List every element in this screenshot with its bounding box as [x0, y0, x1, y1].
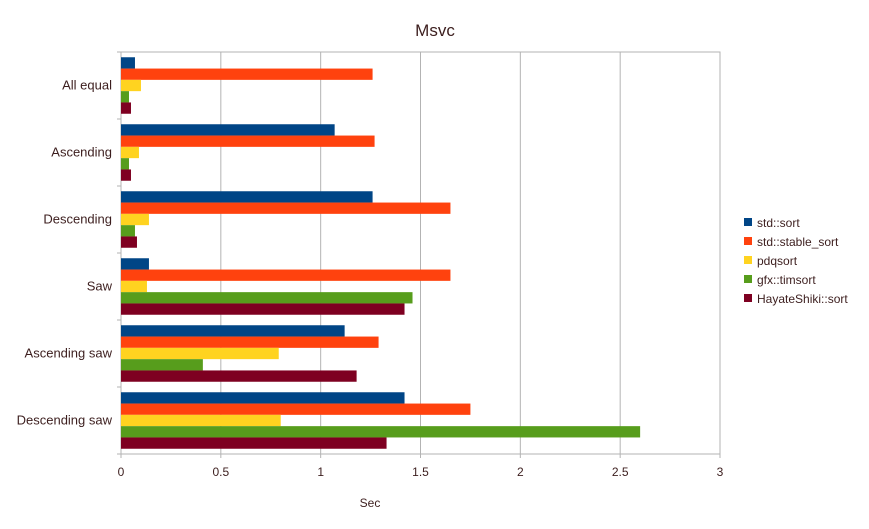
- legend-swatch: [744, 218, 752, 226]
- bar: [121, 102, 131, 114]
- gridlines: [117, 51, 721, 458]
- bar: [121, 414, 281, 427]
- bar: [121, 213, 149, 226]
- category-label: All equal: [62, 78, 112, 93]
- category-label: Saw: [87, 279, 113, 294]
- legend: std::sortstd::stable_sortpdqsortgfx::tim…: [744, 216, 848, 306]
- bar: [121, 280, 147, 293]
- bar: [121, 370, 357, 382]
- legend-swatch: [744, 256, 752, 264]
- category-label: Ascending: [51, 145, 112, 160]
- x-tick-labels: 0 0.5 1 1.5 2 2.5 3: [118, 465, 724, 479]
- bar: [121, 292, 413, 304]
- legend-label: pdqsort: [757, 254, 798, 268]
- category-label: Descending saw: [17, 413, 113, 428]
- x-tick-label: 3: [717, 465, 724, 479]
- legend-swatch: [744, 275, 752, 283]
- bar: [121, 158, 129, 170]
- legend-label: std::sort: [757, 216, 800, 230]
- bar: [121, 336, 379, 348]
- bar: [121, 359, 203, 371]
- bar: [121, 269, 451, 281]
- chart-title: Msvc: [415, 21, 455, 40]
- legend-swatch: [744, 237, 752, 245]
- bar: [121, 403, 471, 415]
- bar: [121, 426, 641, 438]
- bar: [121, 325, 345, 337]
- bar: [121, 169, 131, 181]
- legend-swatch: [744, 294, 752, 302]
- x-tick-label: 2.5: [612, 465, 629, 479]
- bar: [121, 146, 139, 159]
- bar: [121, 202, 451, 214]
- bar: [121, 124, 335, 136]
- legend-label: gfx::timsort: [757, 273, 816, 287]
- x-tick-label: 0: [118, 465, 125, 479]
- x-tick-label: 1: [317, 465, 324, 479]
- bar: [121, 68, 373, 80]
- bar: [121, 303, 405, 315]
- bar: [121, 437, 387, 449]
- category-label: Descending: [43, 212, 112, 227]
- bar: [121, 392, 405, 404]
- bars: [121, 57, 641, 449]
- bar: [121, 57, 135, 69]
- category-label: Ascending saw: [25, 346, 113, 361]
- bar: [121, 236, 137, 248]
- bar: [121, 191, 373, 203]
- bar: [121, 135, 375, 147]
- bar: [121, 79, 141, 92]
- x-tick-label: 0.5: [212, 465, 229, 479]
- bar: [121, 225, 135, 237]
- bar: [121, 258, 149, 270]
- legend-label: std::stable_sort: [757, 235, 839, 249]
- x-axis-title: Sec: [360, 496, 381, 510]
- x-tick-label: 1.5: [412, 465, 429, 479]
- legend-label: HayateShiki::sort: [757, 292, 848, 306]
- bar: [121, 347, 279, 360]
- x-tick-label: 2: [517, 465, 524, 479]
- bar: [121, 91, 129, 103]
- category-labels: All equal Ascending Descending Saw Ascending…: [17, 78, 113, 428]
